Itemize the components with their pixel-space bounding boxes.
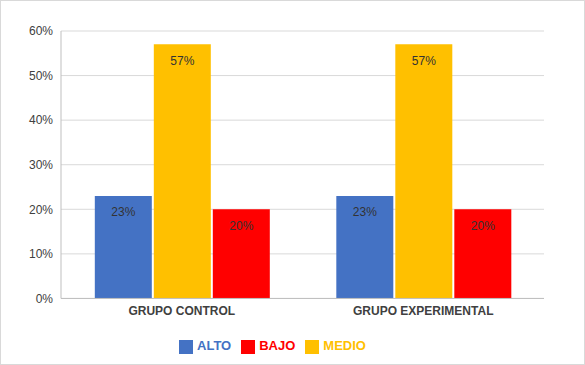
svg-text:20%: 20% <box>471 219 495 233</box>
svg-text:GRUPO CONTROL: GRUPO CONTROL <box>128 304 235 318</box>
svg-text:10%: 10% <box>29 247 53 261</box>
svg-text:57%: 57% <box>170 54 194 68</box>
svg-text:30%: 30% <box>29 158 53 172</box>
svg-text:60%: 60% <box>29 24 53 38</box>
svg-text:40%: 40% <box>29 113 53 127</box>
html-text:MEDIO: MEDIO <box>323 338 366 354</box>
html-text:BAJO: BAJO <box>259 338 296 354</box>
svg-text:50%: 50% <box>29 69 53 83</box>
svg-text:23%: 23% <box>111 205 135 219</box>
svg-text:20%: 20% <box>29 203 53 217</box>
svg-text:57%: 57% <box>412 54 436 68</box>
svg-text:GRUPO EXPERIMENTAL: GRUPO EXPERIMENTAL <box>353 304 493 318</box>
svg-text:20%: 20% <box>229 219 253 233</box>
svg-text:0%: 0% <box>36 292 54 306</box>
svg-text:23%: 23% <box>353 205 377 219</box>
html-text:ALTO: ALTO <box>197 338 232 354</box>
